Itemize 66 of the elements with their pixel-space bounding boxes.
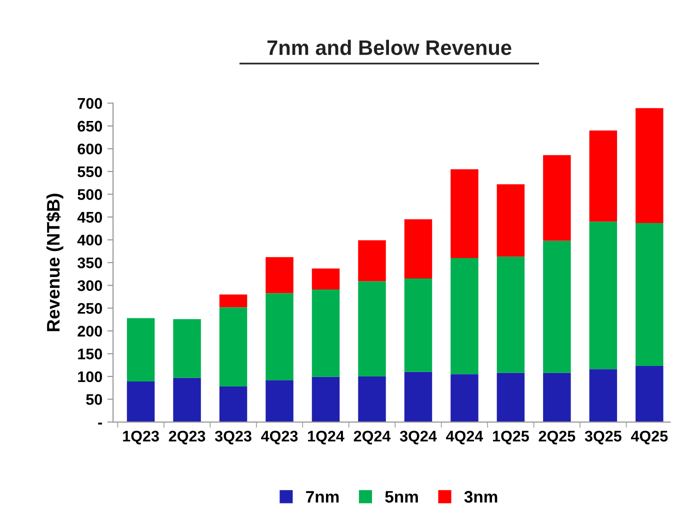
bar — [219, 386, 248, 422]
y-tick-label: 600 — [78, 144, 102, 154]
y-tick-label: 500 — [78, 189, 102, 200]
y-tick-label: 400 — [77, 234, 102, 246]
bar — [543, 155, 571, 241]
bar — [543, 372, 571, 422]
bar — [450, 169, 478, 258]
bar — [219, 307, 248, 386]
bar — [450, 258, 478, 374]
bar — [173, 378, 201, 422]
bar — [312, 289, 340, 377]
x-tick-label: 3Q24 — [400, 430, 437, 444]
bar — [404, 278, 432, 372]
x-tick-label: 2Q23 — [168, 430, 206, 444]
legend-label: 5nm — [385, 491, 418, 503]
y-tick-label: 50 — [86, 394, 102, 405]
x-tick-label: 3Q25 — [584, 430, 622, 444]
bar — [589, 130, 618, 222]
bar — [404, 219, 432, 279]
bar — [266, 257, 294, 294]
legend-label: 7nm — [306, 491, 339, 503]
bar — [589, 369, 618, 422]
x-tick-label: 1Q24 — [308, 430, 344, 444]
y-tick-label: 700 — [78, 98, 102, 109]
x-tick-label: 2Q25 — [538, 430, 576, 444]
y-tick-label: 100 — [78, 371, 102, 382]
y-tick-label: - — [98, 422, 102, 424]
bar — [636, 108, 664, 223]
bar — [358, 240, 386, 282]
bar — [358, 281, 386, 376]
y-tick-label: 300 — [78, 280, 102, 292]
bar — [312, 268, 340, 290]
bar — [496, 184, 525, 257]
y-tick-label: 650 — [78, 120, 102, 132]
bar — [496, 372, 525, 422]
y-tick-label: 250 — [78, 303, 102, 314]
x-tick-label: 2Q24 — [354, 430, 391, 444]
bar — [450, 374, 478, 422]
x-tick-label: 4Q23 — [261, 430, 298, 444]
x-tick-label: 1Q23 — [123, 430, 159, 444]
y-tick-label: 450 — [77, 212, 102, 223]
y-tick-label: 350 — [78, 257, 102, 268]
bar — [636, 222, 664, 366]
bar — [543, 240, 571, 373]
bar — [312, 376, 340, 422]
x-tick-label: 1Q25 — [492, 430, 529, 444]
y-axis-title: Revenue (NT$B) — [46, 194, 64, 332]
x-tick-label: 4Q24 — [446, 430, 484, 444]
y-tick-label: 150 — [78, 348, 102, 360]
bar — [173, 319, 201, 378]
y-tick-label: 550 — [78, 166, 102, 178]
bar — [496, 256, 525, 373]
bar — [219, 294, 248, 308]
chart-title: 7nm and Below Revenue — [267, 40, 512, 56]
bar — [266, 293, 294, 380]
bar — [636, 366, 664, 422]
legend-label: 3nm — [464, 490, 498, 503]
x-tick-label: 3Q23 — [214, 430, 252, 444]
bar — [358, 376, 386, 422]
x-tick-label: 4Q25 — [630, 430, 668, 444]
bar — [266, 380, 294, 422]
bar — [589, 222, 618, 370]
bar — [404, 372, 432, 422]
bar — [126, 381, 155, 422]
bar — [126, 318, 155, 382]
y-tick-label: 200 — [78, 326, 102, 337]
